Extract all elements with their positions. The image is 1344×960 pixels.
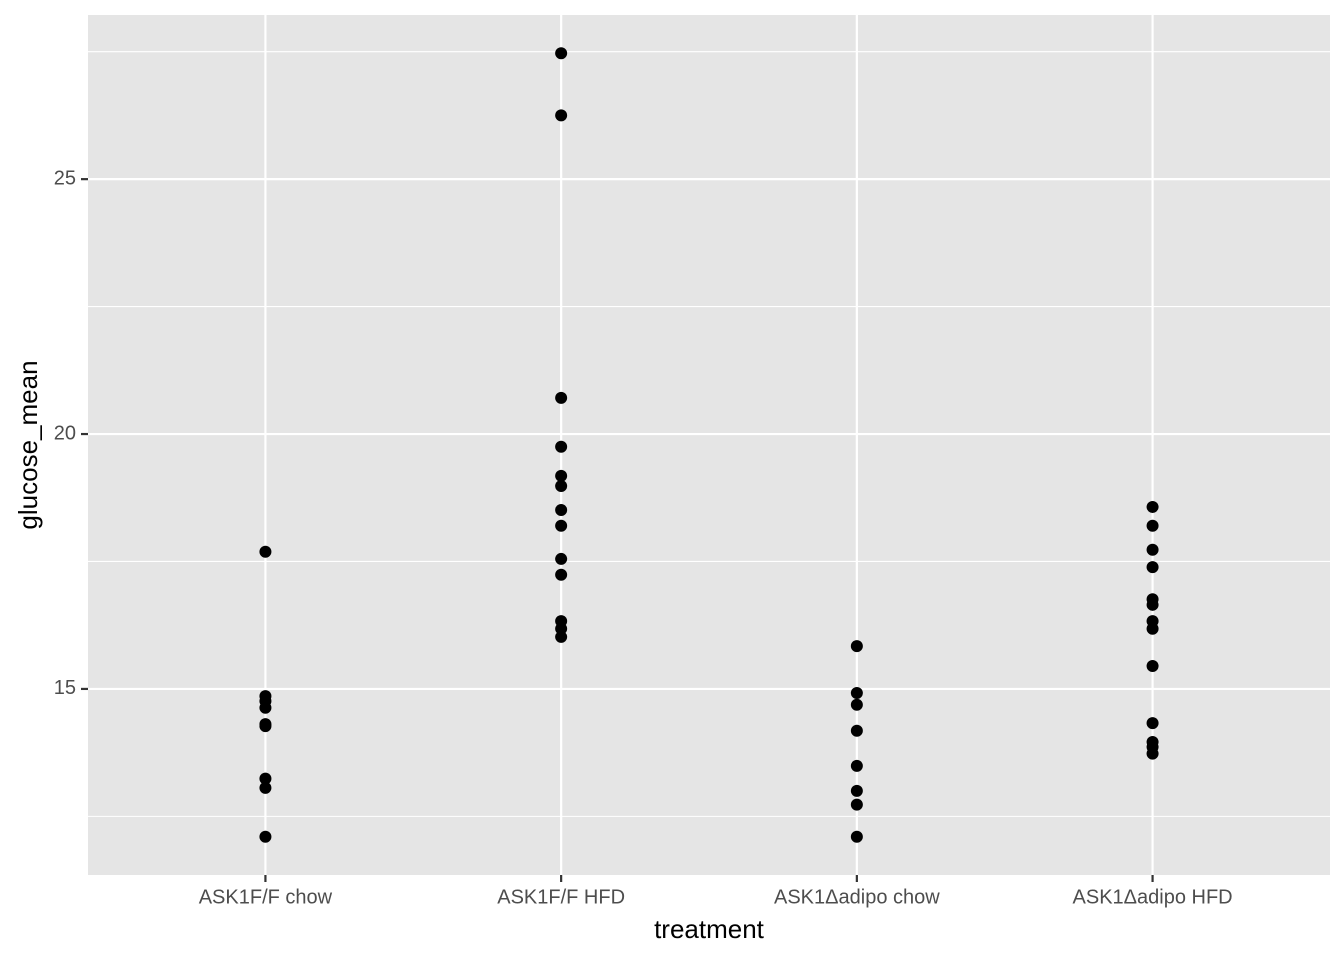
point <box>850 798 863 811</box>
panel <box>88 15 1330 875</box>
y-tick-label: 25 <box>54 167 76 189</box>
x-tick-label: ASK1Δadipo HFD <box>1073 886 1233 908</box>
point <box>555 503 568 516</box>
point <box>555 519 568 532</box>
point <box>259 720 272 733</box>
point <box>259 830 272 843</box>
point <box>1146 519 1159 532</box>
point <box>555 552 568 565</box>
point <box>850 759 863 772</box>
point <box>555 391 568 404</box>
point <box>259 701 272 714</box>
point <box>555 630 568 643</box>
point <box>850 640 863 653</box>
point <box>1146 622 1159 635</box>
point <box>555 440 568 453</box>
x-tick-label: ASK1F/F chow <box>199 886 333 908</box>
point <box>555 469 568 482</box>
point <box>1146 561 1159 574</box>
point <box>850 830 863 843</box>
point <box>555 47 568 60</box>
point <box>555 480 568 493</box>
x-tick-label: ASK1F/F HFD <box>497 886 625 908</box>
point <box>259 772 272 785</box>
point <box>259 545 272 558</box>
point <box>850 724 863 737</box>
point <box>1146 500 1159 513</box>
x-axis-title: treatment <box>654 914 765 944</box>
point <box>1146 717 1159 730</box>
point <box>1146 543 1159 556</box>
point <box>1146 659 1159 672</box>
y-axis-title: glucose_mean <box>13 360 43 529</box>
point <box>1146 747 1159 760</box>
x-tick-label: ASK1Δadipo chow <box>774 886 940 908</box>
point <box>555 568 568 581</box>
y-tick-label: 20 <box>54 422 76 444</box>
y-tick-label: 15 <box>54 677 76 699</box>
point <box>1146 598 1159 611</box>
point <box>850 784 863 797</box>
point <box>259 781 272 794</box>
point <box>850 687 863 700</box>
point <box>555 109 568 122</box>
point <box>850 698 863 711</box>
